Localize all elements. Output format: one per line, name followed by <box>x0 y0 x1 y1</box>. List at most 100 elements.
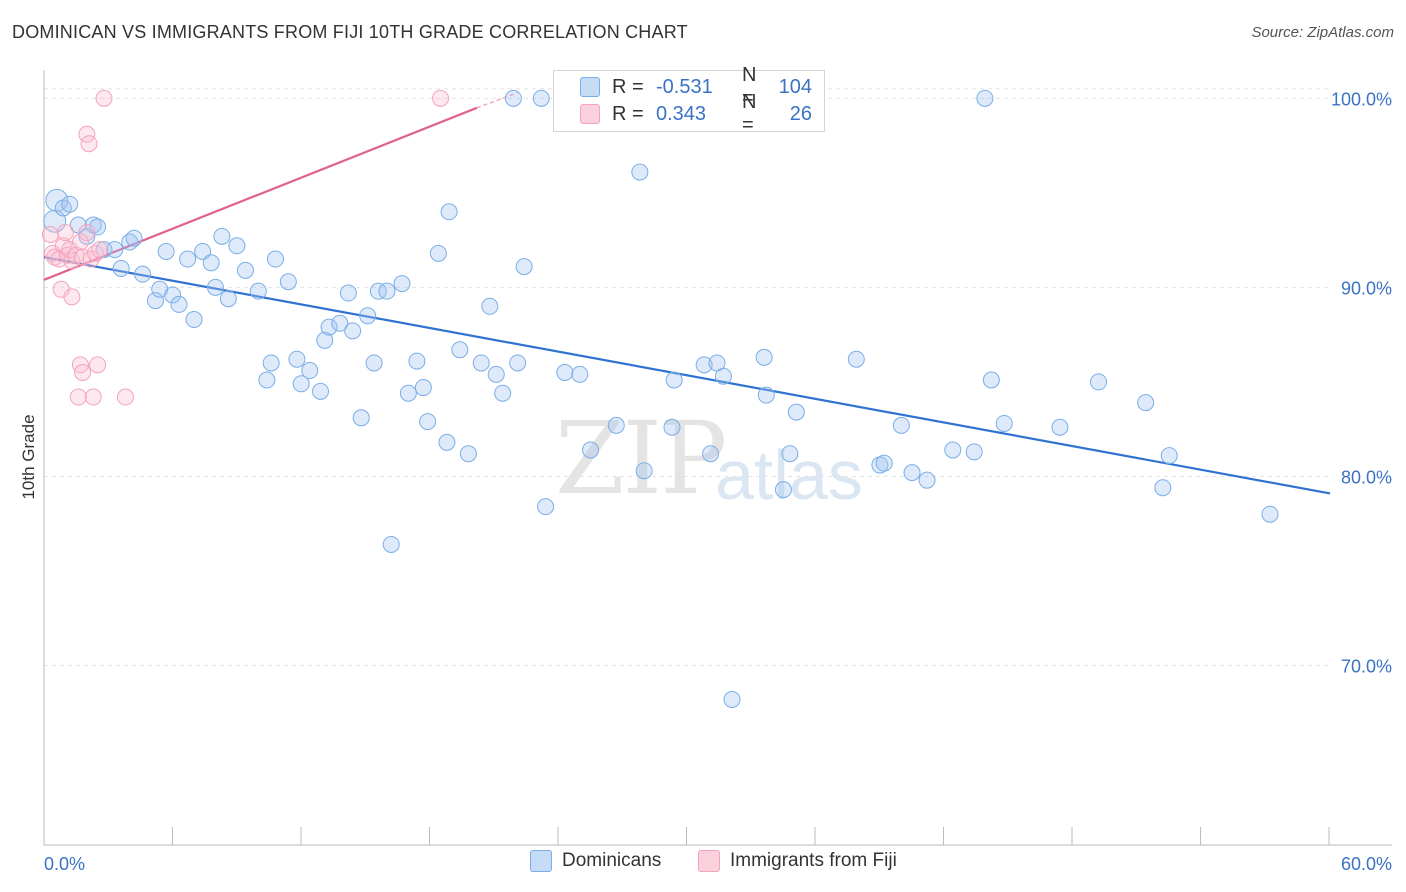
dominicans-point <box>352 409 370 427</box>
dominicans-point <box>236 261 254 279</box>
source-label: Source: ZipAtlas.com <box>1251 24 1394 41</box>
fiji-point <box>71 233 89 251</box>
dominicans-point <box>702 445 720 463</box>
fiji-point <box>63 288 81 306</box>
fiji-point <box>116 388 134 406</box>
dominicans-point <box>459 445 477 463</box>
fiji-trend-extension <box>476 91 518 109</box>
dominicans-point <box>266 250 284 268</box>
legend-swatch-blue <box>530 850 552 872</box>
n-value: 104 <box>778 75 812 98</box>
dominicans-point <box>871 456 889 474</box>
dominicans-point <box>219 290 237 308</box>
dominicans-point <box>185 311 203 329</box>
dominicans-point <box>892 416 910 434</box>
trend-lines <box>43 91 1331 495</box>
dominicans-point <box>631 163 649 181</box>
dominicans-point <box>382 535 400 553</box>
fiji-point <box>74 248 92 266</box>
dominicans-point <box>504 89 522 107</box>
fiji-point <box>91 241 109 259</box>
fiji-point <box>41 225 59 243</box>
dominicans-point <box>582 441 600 459</box>
dominicans-point <box>515 258 533 276</box>
legend-row-fiji: R = 0.343 N = 26 <box>554 91 812 136</box>
dominicans-point <box>399 384 417 402</box>
x-tick-label: 60.0% <box>1341 854 1392 874</box>
y-tick-label: 90.0% <box>1341 278 1392 298</box>
dominicans-point <box>157 242 175 260</box>
y-tick-label: 70.0% <box>1341 656 1392 676</box>
dominicans-point <box>1137 394 1155 412</box>
r-label: R = <box>612 75 644 98</box>
dominicans-point <box>537 498 555 516</box>
dominicans-point <box>89 218 107 236</box>
dominicans-point <box>982 371 1000 389</box>
dominicans-point <box>556 363 574 381</box>
dominicans-point <box>112 259 130 277</box>
dominicans-point <box>213 227 231 245</box>
dominicans-trend-line <box>43 256 1331 495</box>
dominicans-point <box>202 254 220 272</box>
fiji-point <box>89 356 107 374</box>
dominicans-point <box>665 371 683 389</box>
dominicans-point <box>288 350 306 368</box>
dominicans-point <box>509 354 527 372</box>
watermark-atlas: atlas <box>715 436 863 514</box>
n-label: N = <box>742 64 757 109</box>
dominicans-point <box>1261 505 1279 523</box>
dominicans-point <box>1160 447 1178 465</box>
dominicans-point <box>781 445 799 463</box>
dominicans-point <box>106 241 124 259</box>
dominicans-point <box>487 365 505 383</box>
dominicans-point <box>262 354 280 372</box>
dominicans-point <box>301 362 319 380</box>
fiji-point <box>74 363 92 381</box>
dominicans-point <box>918 471 936 489</box>
dominicans-point <box>419 413 437 431</box>
dominicans-point <box>151 280 169 298</box>
fiji-point <box>46 248 64 266</box>
n-label: N = <box>742 91 757 136</box>
dominicans-point <box>714 367 732 385</box>
dominicans-point <box>903 464 921 482</box>
chart-title: DOMINICAN VS IMMIGRANTS FROM FIJI 10TH G… <box>12 22 688 42</box>
dominicans-point <box>125 229 143 247</box>
fiji-point <box>50 250 68 268</box>
dominicans-point <box>451 341 469 359</box>
legend-swatch-pink <box>698 850 720 872</box>
r-value: 0.343 <box>656 102 707 125</box>
axes <box>43 70 1392 846</box>
correlation-legend: R = -0.531 N = 104 R = 0.343 N = 26 <box>553 64 825 136</box>
fiji-point <box>69 388 87 406</box>
dominicans-point <box>965 443 983 461</box>
legend-label: Dominicans <box>562 850 662 871</box>
dominicans-point <box>1090 373 1108 391</box>
dominicans-point <box>408 352 426 370</box>
dominicans-point <box>194 242 212 260</box>
fiji-trend-line <box>43 106 478 281</box>
dominicans-point <box>695 356 713 374</box>
dominicans-point <box>369 282 387 300</box>
dominicans-point <box>414 379 432 397</box>
dominicans-point <box>494 384 512 402</box>
dominicans-point <box>1154 479 1172 497</box>
dominicans-point <box>723 690 741 708</box>
dominicans-point <box>316 331 334 349</box>
dominicans-point <box>481 297 499 315</box>
fiji-point <box>56 224 74 242</box>
data-points <box>41 89 1279 708</box>
r-label: R = <box>612 102 644 125</box>
dominicans-point <box>635 462 653 480</box>
dominicans-point <box>311 382 329 400</box>
dominicans-point <box>292 375 310 393</box>
dominicans-point <box>206 278 224 296</box>
dominicans-point <box>847 350 865 368</box>
dominicans-point <box>134 265 152 283</box>
dominicans-point <box>440 203 458 221</box>
dominicans-point <box>365 354 383 372</box>
dominicans-point <box>875 454 893 472</box>
dominicans-point <box>359 307 377 325</box>
dominicans-point <box>774 481 792 499</box>
